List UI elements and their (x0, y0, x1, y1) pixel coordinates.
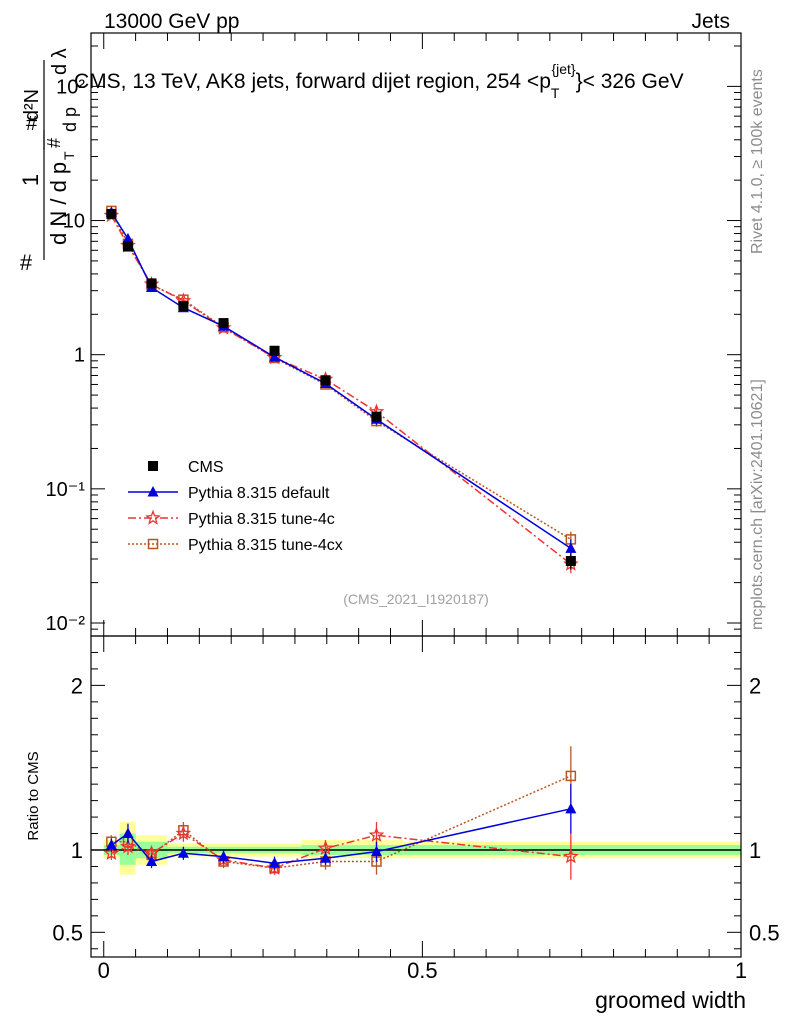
main-y-tick-label: 10⁻² (46, 613, 86, 635)
y-label-d2n: d²N (21, 89, 43, 121)
ratio-point-tune4cx (565, 770, 577, 782)
point-data (218, 318, 229, 329)
ratio-frame (90, 635, 742, 958)
ratio-point-tune4c (562, 848, 579, 864)
x-tick-label: 0.5 (407, 958, 438, 983)
ratio-point-default (146, 855, 158, 867)
energy-label: 13000 GeV pp (104, 10, 239, 33)
legend-marker-data (148, 461, 158, 471)
legend-marker-tune4c (145, 509, 161, 525)
y-label-hash-3: # (44, 138, 64, 148)
main-y-tick-label: 10² (56, 76, 85, 98)
ratio-y-axis-label: Ratio to CMS (25, 751, 42, 840)
ratio-point-default (177, 847, 189, 858)
category-label: Jets (691, 10, 730, 33)
y-label-t-sub: T (61, 151, 77, 160)
title-sup: {jet} (551, 61, 575, 77)
ratio-line-tune4cx (111, 775, 572, 869)
ratio-point-tune4c (103, 845, 120, 861)
ratio-y-tick-label-right: 2 (749, 673, 761, 698)
point-data (371, 411, 382, 422)
point-data (122, 241, 133, 252)
y-label-dn-dpt: d N / d p (46, 162, 71, 245)
title-sub: T (551, 85, 560, 101)
legend: CMS Pythia 8.315 default Pythia 8.315 tune… (128, 459, 343, 554)
mcplots-label: mcplots.cern.ch [arXiv:2401.10621] (749, 379, 766, 630)
point-data (106, 208, 117, 219)
y-label-one: 1 (18, 174, 43, 186)
point-data (269, 345, 280, 356)
ratio-point-default (370, 845, 382, 857)
x-tick-label: 1 (735, 958, 747, 983)
y-label-hash-2: # (26, 113, 38, 135)
series-line-tune4cx (110, 210, 572, 541)
main-panel-content (103, 205, 579, 574)
y-label-hash-1: # (20, 250, 33, 275)
ratio-y-tick-label: 0.5 (52, 920, 83, 945)
point-data (146, 278, 157, 289)
point-data (320, 375, 331, 386)
ratio-point-default (565, 802, 577, 814)
ratio-point-default (269, 857, 281, 868)
ratio-point-tune4c (266, 859, 283, 875)
legend-label-tune4cx: Pythia 8.315 tune-4cx (188, 537, 343, 554)
title-post: }< 326 GeV (576, 70, 684, 93)
series-line-tune4c (110, 215, 572, 565)
rivet-version-label: Rivet 4.1.0, ≥ 100k events (749, 69, 766, 254)
point-default (565, 542, 577, 553)
x-tick-label: 0 (98, 958, 110, 983)
ratio-point-default (320, 852, 332, 863)
x-axis-title: groomed width (595, 987, 746, 1013)
legend-marker-tune4cx (147, 538, 159, 550)
ratio-point-default (105, 839, 117, 850)
main-y-tick-label: 1 (74, 345, 85, 367)
ratio-point-tune4c (120, 838, 136, 854)
main-y-tick-label: 10 (63, 211, 85, 233)
ratio-y-tick-label: 1 (71, 838, 83, 863)
series-line-default (110, 212, 572, 550)
title-pre: CMS, 13 TeV, AK8 jets, forward dijet reg… (74, 70, 551, 93)
main-y-tick-label: 10⁻¹ (46, 479, 86, 501)
ratio-point-tune4c (317, 840, 334, 856)
legend-label-data: CMS (188, 459, 224, 476)
ratio-point-default (218, 850, 230, 862)
point-data (565, 555, 576, 566)
ratio-point-tune4c (175, 825, 192, 841)
point-data (178, 301, 189, 312)
plot-title: CMS, 13 TeV, AK8 jets, forward dijet reg… (74, 61, 684, 101)
legend-marker-default (147, 486, 159, 497)
y-label-dlambda: d λ (49, 48, 71, 75)
y-label-dpt: d p (60, 107, 80, 132)
main-y-axis-label: # 1 d N / d p T # d²N # d p d λ (18, 48, 80, 275)
ratio-y-tick-label-right: 0.5 (749, 920, 780, 945)
point-default (269, 351, 281, 362)
ratio-point-tune4c (368, 826, 385, 842)
ratio-y-tick-label: 2 (71, 673, 83, 698)
legend-label-tune4c: Pythia 8.315 tune-4c (188, 511, 335, 528)
point-default (122, 232, 134, 244)
legend-label-default: Pythia 8.315 default (188, 485, 330, 502)
analysis-watermark: (CMS_2021_I1920187) (343, 591, 489, 607)
ratio-panel-content (103, 746, 579, 880)
ratio-y-tick-label-right: 1 (749, 838, 761, 863)
ratio-point-default (122, 827, 134, 839)
